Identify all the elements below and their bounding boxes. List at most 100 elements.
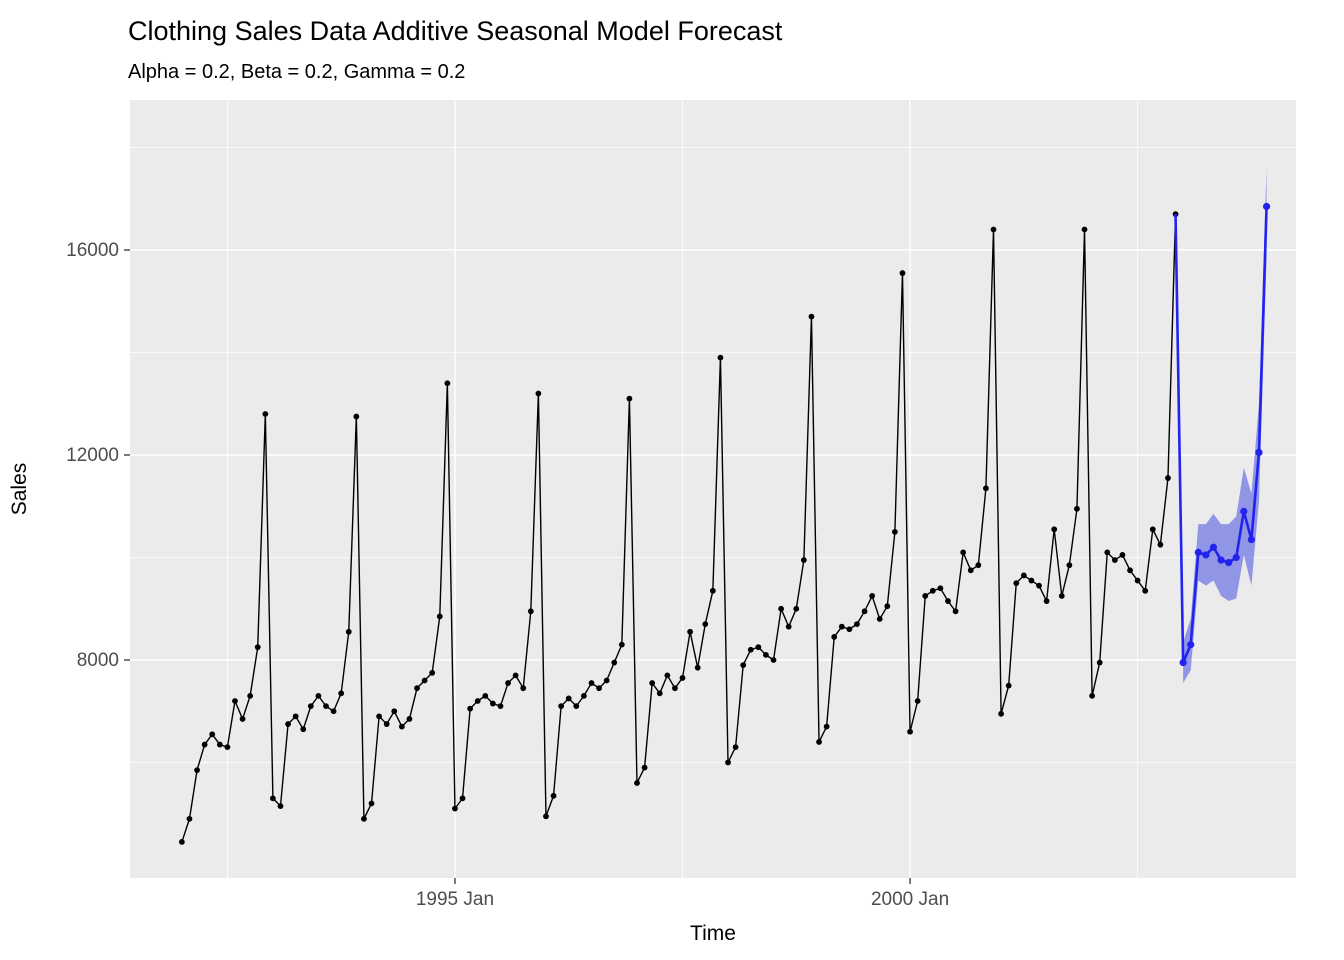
observed-point <box>596 685 602 692</box>
plot-panel: 8000 12000 16000 1995 Jan 2000 Jan <box>66 100 1296 910</box>
observed-point <box>846 626 853 633</box>
minor-gridlines <box>130 100 1296 878</box>
observed-point <box>315 692 322 699</box>
chart-title: Clothing Sales Data Additive Seasonal Mo… <box>128 16 783 46</box>
observed-point <box>239 716 246 722</box>
observed-point <box>421 677 428 684</box>
observed-point <box>1020 572 1027 579</box>
observed-point <box>361 815 367 822</box>
observed-point <box>194 767 200 774</box>
observed-point <box>482 692 489 699</box>
observed-point <box>338 690 345 697</box>
observed-point <box>224 744 231 751</box>
observed-point <box>307 703 314 710</box>
observed-point <box>626 395 633 402</box>
observed-line <box>181 214 1177 843</box>
forecast-point <box>1262 202 1271 211</box>
observed-point <box>1127 567 1133 574</box>
observed-point <box>1134 577 1141 584</box>
observed-point <box>763 651 769 658</box>
observed-point <box>907 728 913 735</box>
observed-point <box>960 549 967 556</box>
observed-point <box>1028 577 1035 584</box>
observed-point <box>732 744 739 751</box>
observed-point <box>998 710 1004 717</box>
observed-point <box>201 741 208 748</box>
observed-point <box>672 685 678 692</box>
axis-ticks <box>124 249 911 884</box>
observed-point <box>262 411 269 417</box>
observed-point <box>209 731 216 738</box>
observed-point <box>527 608 534 615</box>
observed-point <box>398 723 405 730</box>
observed-point <box>573 703 580 710</box>
observed-point <box>861 608 868 615</box>
observed-point <box>497 703 504 710</box>
observed-point <box>353 413 360 420</box>
observed-point <box>444 380 451 387</box>
observed-point <box>770 657 777 663</box>
observed-point <box>975 562 982 569</box>
observed-point <box>1043 598 1050 604</box>
observed-point <box>505 680 511 686</box>
forecast-point <box>1202 551 1210 559</box>
observed-points <box>178 211 1179 845</box>
observed-point <box>634 780 640 786</box>
observed-point <box>178 839 185 845</box>
observed-point <box>990 226 997 233</box>
observed-point <box>330 708 337 715</box>
observed-point <box>641 764 648 771</box>
observed-point <box>1104 549 1111 556</box>
observed-point <box>414 685 420 692</box>
observed-point <box>717 354 724 361</box>
observed-point <box>216 741 223 748</box>
forecast-point <box>1187 641 1195 649</box>
observed-point <box>785 623 792 630</box>
observed-point <box>550 792 557 799</box>
observed-point <box>474 698 481 704</box>
observed-point <box>1111 557 1118 563</box>
observed-point <box>1013 580 1020 587</box>
y-tick-label: 16000 <box>66 240 119 261</box>
observed-point <box>300 726 307 733</box>
forecast-point <box>1217 556 1225 564</box>
observed-point <box>520 685 527 692</box>
observed-point <box>277 803 284 809</box>
observed-point <box>1165 475 1171 481</box>
forecast-point <box>1225 559 1233 567</box>
observed-point <box>899 270 906 276</box>
observed-point <box>1051 526 1058 533</box>
observed-point <box>649 680 656 686</box>
observed-point <box>270 795 276 802</box>
observed-point <box>869 593 876 599</box>
observed-point <box>452 805 458 812</box>
observed-point <box>831 634 838 640</box>
observed-point <box>565 695 572 702</box>
observed-point <box>429 669 436 676</box>
observed-point <box>232 698 238 704</box>
observed-point <box>679 675 686 681</box>
observed-point <box>383 721 390 727</box>
observed-point <box>823 723 830 730</box>
observed-point <box>254 644 261 651</box>
observed-point <box>702 621 709 628</box>
observed-point <box>876 616 883 622</box>
observed-point <box>618 641 625 648</box>
observed-point <box>656 690 663 697</box>
observed-point <box>687 628 693 635</box>
observed-point <box>793 605 800 612</box>
observed-point <box>922 593 929 599</box>
observed-point <box>952 608 959 615</box>
observed-point <box>725 759 731 766</box>
observed-point <box>945 598 951 604</box>
observed-point <box>1058 593 1065 599</box>
forecast-point <box>1240 507 1248 515</box>
observed-point <box>800 557 807 563</box>
observed-point <box>558 703 565 710</box>
observed-point <box>292 713 299 720</box>
observed-point <box>323 703 329 710</box>
chart-subtitle: Alpha = 0.2, Beta = 0.2, Gamma = 0.2 <box>128 61 465 83</box>
forecast-point <box>1194 548 1202 556</box>
y-tick-label: 12000 <box>66 445 119 466</box>
observed-point <box>543 813 549 820</box>
